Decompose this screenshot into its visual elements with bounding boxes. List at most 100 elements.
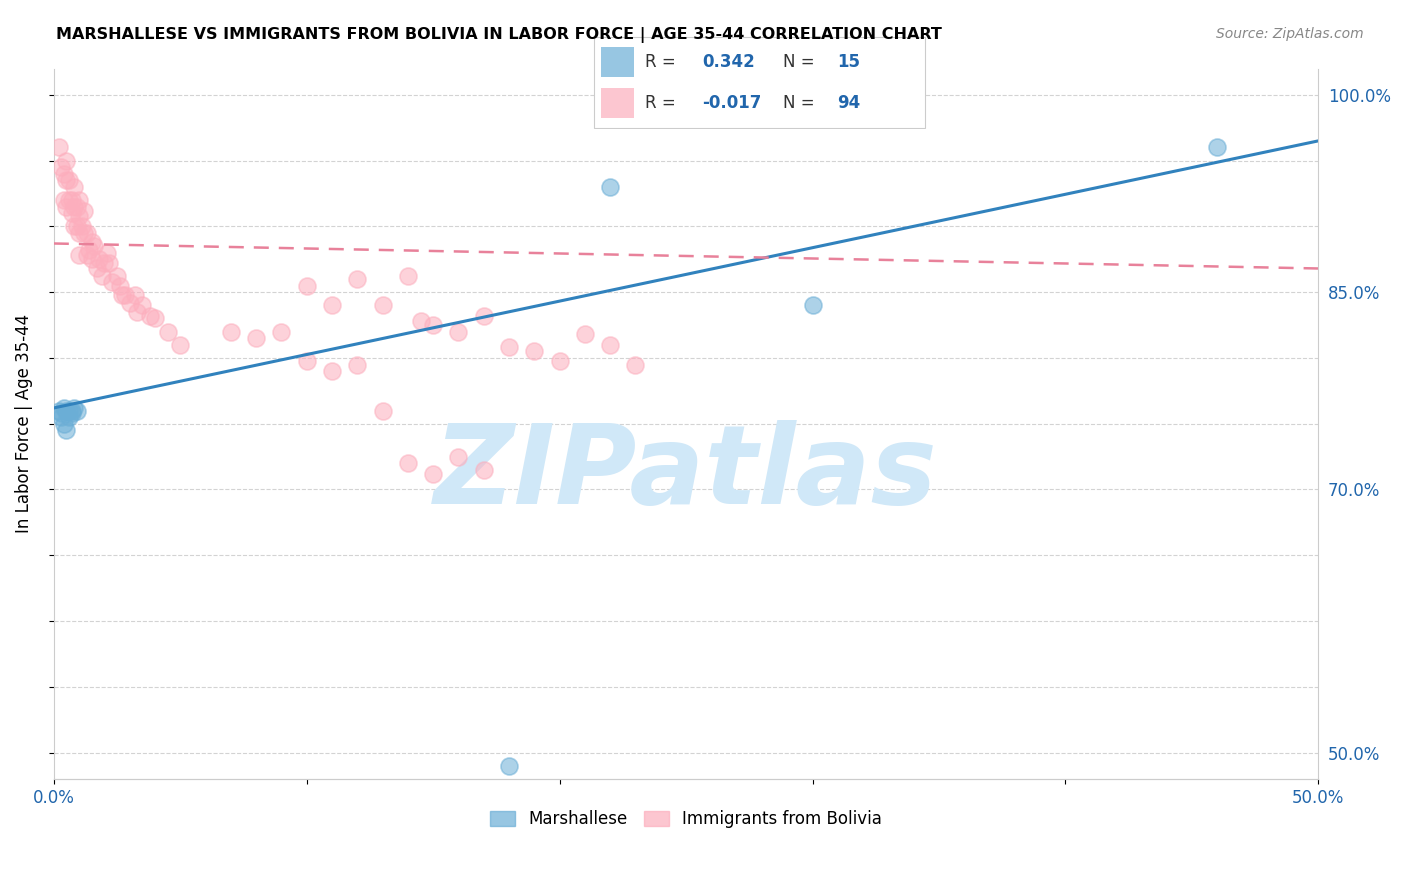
Point (245, 331, 267, 345)
Point (60, 206, 83, 220)
Point (58, 403, 80, 417)
Point (139, 309, 162, 323)
Point (48, 140, 70, 154)
Point (447, 450, 470, 464)
Point (624, 358, 647, 372)
Text: N =: N = (783, 53, 820, 70)
Point (105, 269, 128, 284)
Point (98, 256, 121, 270)
Point (1206, 140, 1229, 154)
Point (60, 406, 83, 420)
Point (52, 401, 75, 415)
Point (80, 252, 103, 267)
Point (73, 226, 96, 240)
Point (63, 200, 86, 214)
Point (67, 248, 90, 262)
Point (58, 173, 80, 187)
Point (143, 311, 166, 326)
Point (52, 167, 75, 181)
Point (60, 193, 83, 207)
Point (498, 340, 520, 354)
Point (58, 193, 80, 207)
Point (472, 463, 495, 477)
Point (422, 318, 444, 332)
Point (599, 338, 621, 352)
Point (409, 314, 432, 328)
Point (52, 193, 75, 207)
FancyBboxPatch shape (600, 47, 634, 77)
Point (371, 403, 394, 417)
Point (63, 401, 86, 415)
Point (101, 275, 124, 289)
Point (127, 305, 149, 319)
Point (321, 298, 343, 312)
Point (58, 410, 80, 425)
Point (169, 338, 191, 352)
Point (371, 298, 394, 312)
Text: 0.342: 0.342 (702, 53, 755, 70)
Point (76, 248, 98, 262)
FancyBboxPatch shape (600, 88, 634, 118)
Point (55, 423, 77, 437)
Point (65, 403, 87, 417)
Point (295, 353, 318, 368)
Point (86, 261, 108, 276)
Point (346, 358, 368, 372)
Point (51, 406, 73, 420)
Point (447, 325, 470, 339)
Text: MARSHALLESE VS IMMIGRANTS FROM BOLIVIA IN LABOR FORCE | AGE 35-44 CORRELATION CH: MARSHALLESE VS IMMIGRANTS FROM BOLIVIA I… (56, 27, 942, 43)
Point (67, 226, 90, 240)
Text: 15: 15 (837, 53, 860, 70)
Point (124, 287, 146, 301)
Point (801, 298, 824, 312)
Point (270, 325, 292, 339)
Point (51, 160, 73, 174)
Point (60, 403, 83, 417)
Point (548, 353, 571, 368)
Point (574, 327, 596, 342)
Point (111, 287, 134, 301)
Point (83, 239, 105, 253)
Point (80, 235, 103, 249)
Point (108, 278, 131, 293)
Point (73, 203, 96, 218)
Point (55, 153, 77, 168)
Point (396, 456, 419, 470)
Point (63, 219, 86, 234)
Text: R =: R = (644, 53, 681, 70)
Point (48, 403, 70, 417)
Text: Source: ZipAtlas.com: Source: ZipAtlas.com (1216, 27, 1364, 41)
Point (472, 309, 495, 323)
FancyBboxPatch shape (593, 37, 925, 128)
Point (55, 173, 77, 187)
Point (156, 325, 179, 339)
Y-axis label: In Labor Force | Age 35-44: In Labor Force | Age 35-44 (15, 314, 32, 533)
Point (67, 209, 90, 223)
Point (77, 243, 100, 257)
Point (63, 180, 86, 194)
Point (346, 272, 368, 286)
Point (422, 467, 444, 481)
Point (89, 252, 111, 267)
Point (321, 364, 343, 378)
Point (55, 200, 77, 214)
Point (599, 180, 621, 194)
Point (76, 226, 98, 240)
Point (70, 219, 93, 234)
Point (295, 278, 318, 293)
Point (131, 298, 153, 312)
Text: R =: R = (644, 95, 681, 112)
Point (93, 256, 115, 270)
Point (90, 269, 112, 284)
Point (118, 295, 141, 310)
Point (114, 287, 136, 301)
Point (396, 269, 419, 284)
Text: N =: N = (783, 95, 820, 112)
Point (523, 344, 546, 359)
Point (498, 758, 520, 772)
Point (55, 403, 77, 417)
Point (65, 200, 87, 214)
Point (219, 325, 242, 339)
Point (96, 245, 118, 260)
Point (67, 193, 90, 207)
